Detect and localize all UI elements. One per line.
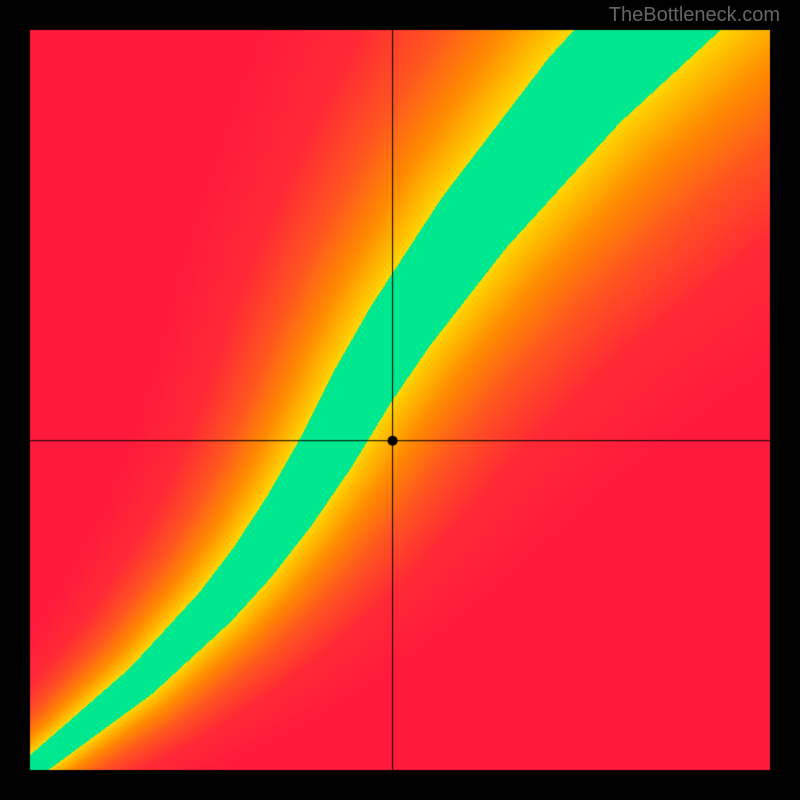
chart-container: TheBottleneck.com bbox=[0, 0, 800, 800]
heatmap-canvas bbox=[0, 0, 800, 800]
watermark-text: TheBottleneck.com bbox=[609, 4, 780, 27]
